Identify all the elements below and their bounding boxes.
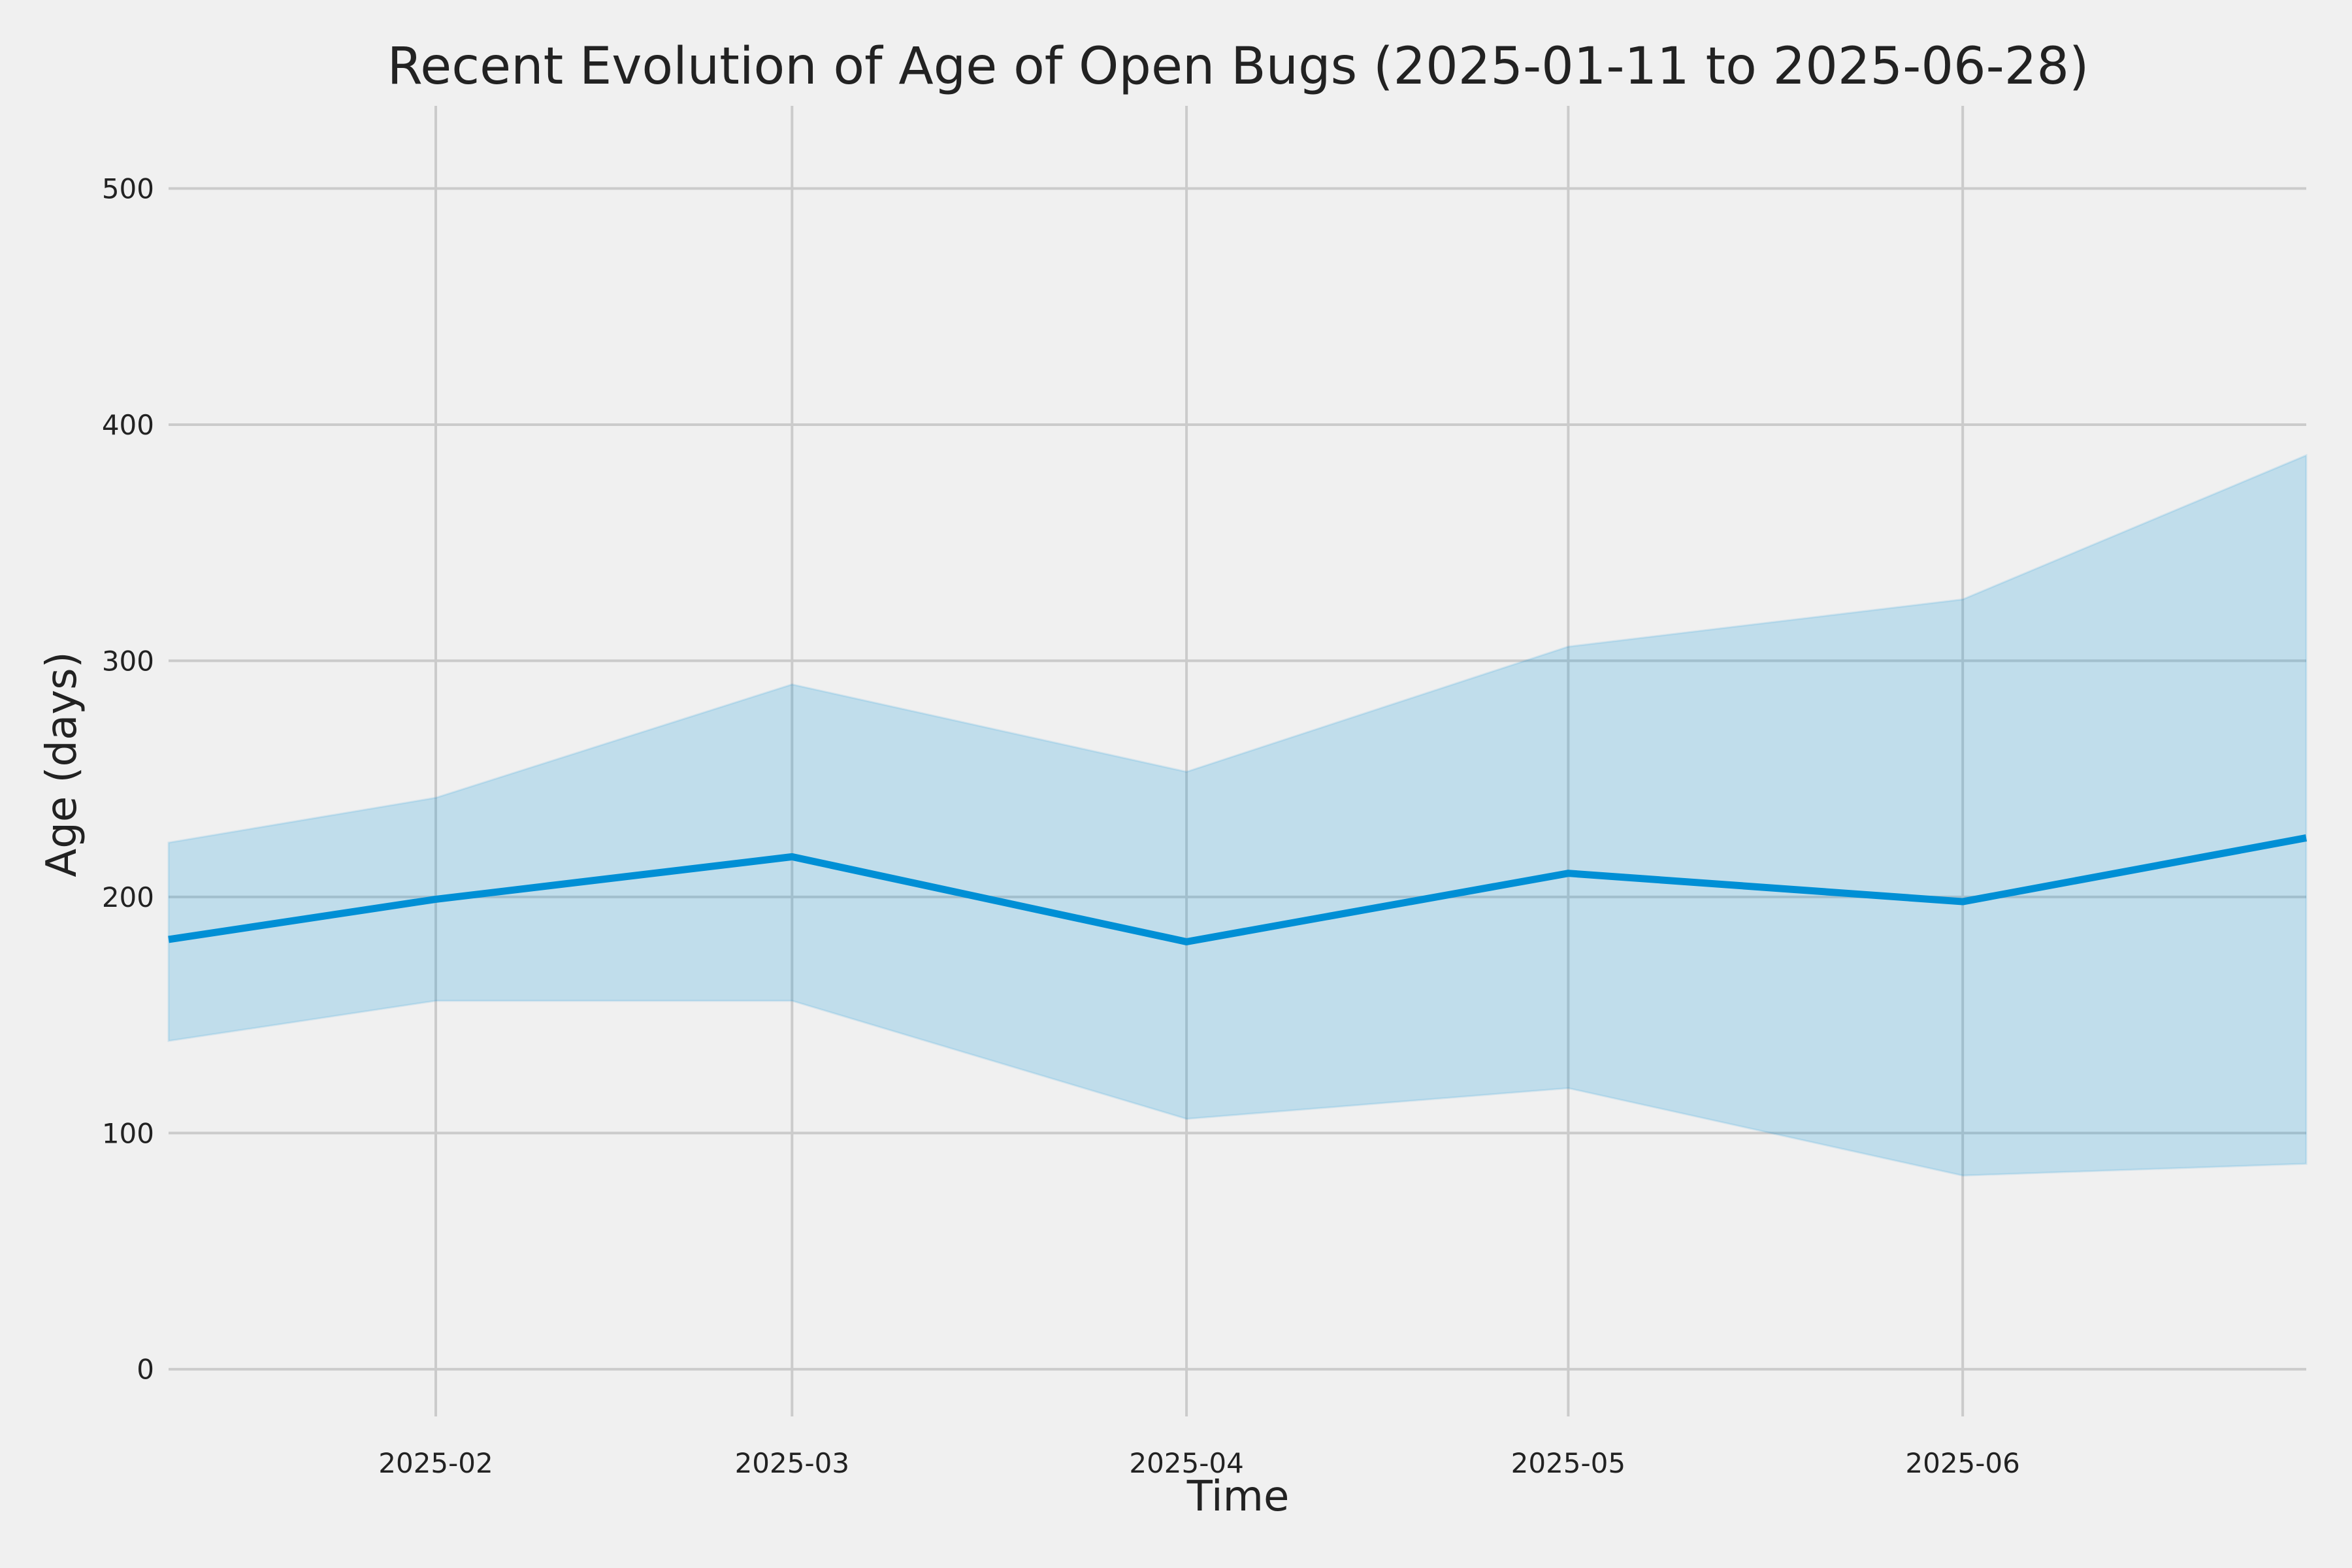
x-tick-label: 2025-06 (1905, 1447, 2020, 1479)
y-tick-label: 300 (102, 645, 154, 677)
y-tick-label: 400 (102, 409, 154, 441)
confidence-band (167, 453, 2308, 1177)
line-layer (168, 834, 2308, 946)
x-tick-label: 2025-02 (378, 1447, 493, 1479)
x-tick-label: 2025-04 (1129, 1447, 1244, 1479)
y-tick-label: 200 (102, 881, 154, 913)
x-tick-label: 2025-05 (1511, 1447, 1626, 1479)
grid-layer (169, 106, 2306, 1416)
chart-title: Recent Evolution of Age of Open Bugs (20… (387, 37, 2089, 96)
y-tick-label: 0 (137, 1354, 154, 1386)
x-tick-label: 2025-03 (735, 1447, 850, 1479)
y-tick-label: 500 (102, 173, 154, 205)
y-axis-label: Age (days) (38, 651, 86, 877)
y-tick-label: 100 (102, 1117, 154, 1149)
x-axis-label: Time (1186, 1473, 1290, 1521)
tick-layer: 0 100 200 300 400 500 2025-02 2025-03 2025-04 202… (102, 173, 2020, 1479)
band-layer (167, 453, 2308, 1177)
